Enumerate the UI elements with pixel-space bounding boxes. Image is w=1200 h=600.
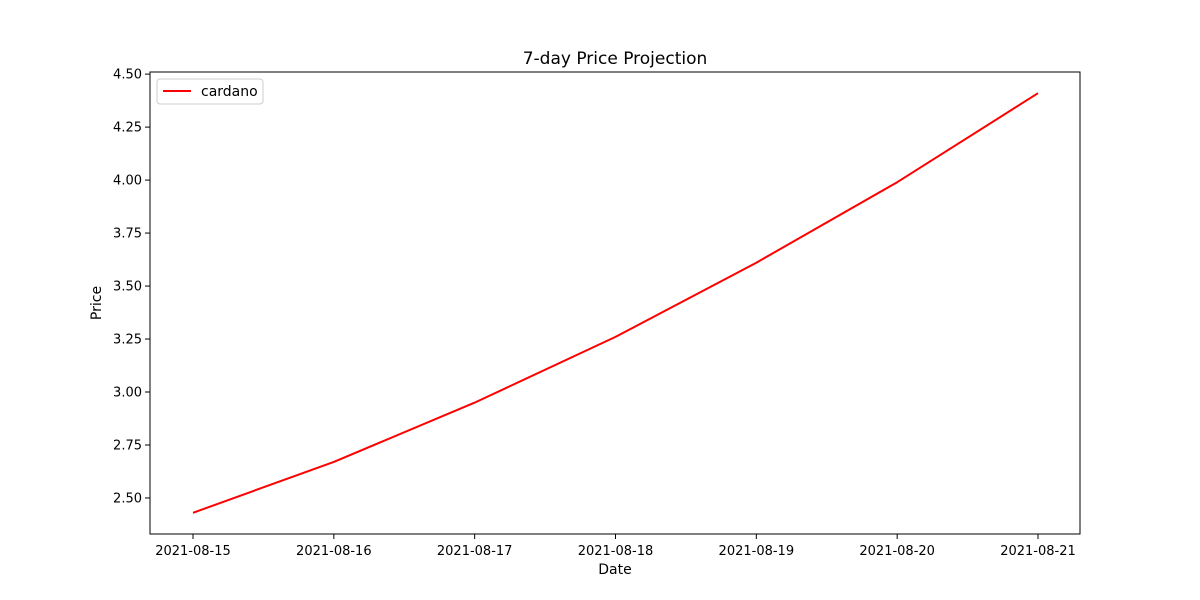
x-tick-label: 2021-08-21 xyxy=(1000,544,1076,559)
y-tick-label: 4.25 xyxy=(113,121,142,136)
y-tick-label: 3.75 xyxy=(113,227,142,242)
y-tick-label: 4.50 xyxy=(113,68,142,83)
plot-area xyxy=(150,72,1080,534)
x-tick-label: 2021-08-20 xyxy=(859,544,935,559)
y-tick-label: 4.00 xyxy=(113,174,142,189)
x-tick-label: 2021-08-16 xyxy=(296,544,372,559)
y-tick-label: 3.50 xyxy=(113,280,142,295)
x-tick-label: 2021-08-18 xyxy=(578,544,654,559)
x-tick-label: 2021-08-19 xyxy=(719,544,795,559)
legend: cardano xyxy=(156,78,264,105)
x-axis-ticks: 2021-08-15 2021-08-16 2021-08-17 2021-08-18… xyxy=(155,534,1076,559)
y-tick-label: 3.00 xyxy=(113,386,142,401)
y-axis-ticks: 2.50 2.75 3.00 3.25 3.50 3.75 4.00 4.25 4.50 xyxy=(113,68,150,506)
chart-title: 7-day Price Projection xyxy=(523,49,708,69)
x-axis-label: Date xyxy=(598,562,631,578)
x-tick-label: 2021-08-15 xyxy=(155,544,231,559)
legend-label-cardano: cardano xyxy=(201,84,258,100)
series-line-cardano xyxy=(192,92,1039,514)
series-layer xyxy=(192,92,1039,514)
x-tick-label: 2021-08-17 xyxy=(437,544,513,559)
y-tick-label: 2.50 xyxy=(113,491,142,506)
y-tick-label: 3.25 xyxy=(113,333,142,348)
y-tick-label: 2.75 xyxy=(113,438,142,453)
y-axis-label: Price xyxy=(89,286,105,320)
legend-box xyxy=(156,78,264,105)
plot-frame xyxy=(149,71,1081,535)
